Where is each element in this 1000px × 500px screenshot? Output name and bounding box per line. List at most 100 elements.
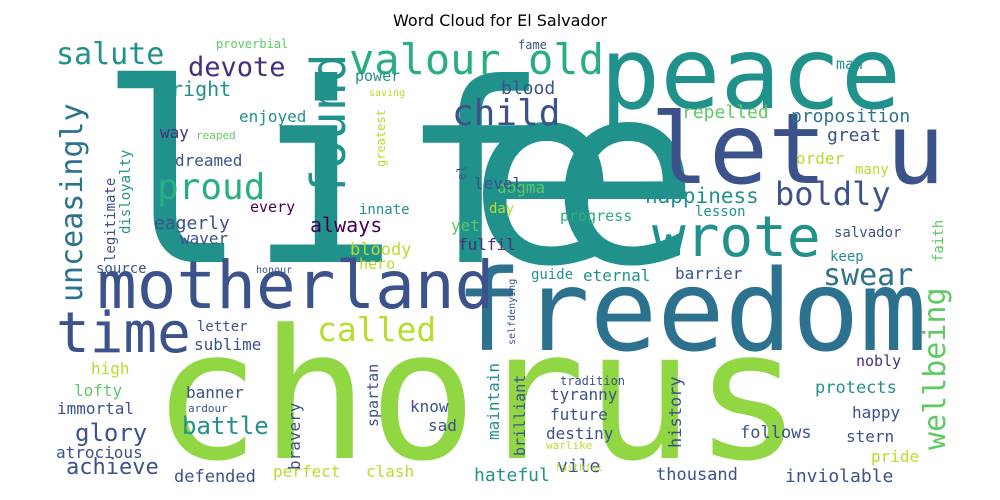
word-disloyalty: disloyalty — [118, 150, 134, 234]
word-sad: sad — [428, 416, 457, 435]
word-wrote: wrote — [652, 205, 821, 270]
word-repelled: repelled — [682, 102, 769, 123]
word-clash: clash — [366, 462, 414, 481]
word-destiny: destiny — [546, 424, 614, 443]
word-fame: fame — [518, 38, 547, 52]
word-high: high — [91, 359, 130, 378]
word-man: man — [836, 55, 863, 73]
word-barrier: barrier — [675, 264, 743, 283]
word-level: level — [474, 174, 522, 193]
word-e: e — [468, 30, 619, 321]
word-el: el — [455, 166, 469, 180]
word-progress: progress — [560, 207, 632, 225]
word-future: future — [550, 405, 608, 424]
word-achieve: achieve — [66, 455, 159, 480]
word-salute: salute — [56, 37, 164, 72]
word-chorus: chorus — [152, 292, 802, 500]
word-always: always — [310, 213, 382, 237]
word-sublime: sublime — [194, 335, 261, 354]
word-great: great — [827, 125, 881, 146]
word-saving: saving — [369, 88, 405, 99]
word-hero: hero — [359, 255, 395, 273]
word-keep: keep — [830, 249, 864, 265]
word-ardour: ardour — [188, 402, 228, 415]
word-blood: blood — [501, 78, 555, 99]
word-happy: happy — [852, 403, 901, 422]
word-warlike: warlike — [546, 439, 592, 452]
word-life: life — [98, 30, 700, 321]
word-lesson: lesson — [695, 204, 746, 220]
word-enjoyed: enjoyed — [239, 107, 306, 126]
word-devote: devote — [188, 52, 286, 83]
word-perfect: perfect — [273, 462, 340, 481]
word-greatest: greatest — [374, 109, 388, 167]
word-dogma: dogma — [497, 178, 545, 197]
word-freedom: freedom — [455, 247, 927, 377]
word-dreamed: dreamed — [175, 151, 242, 170]
word-honour: honour — [256, 265, 292, 276]
word-unceasingly: unceasingly — [55, 103, 90, 302]
chart-title: Word Cloud for El Salvador — [393, 11, 607, 30]
word-found: found — [301, 54, 357, 199]
word-old: old — [528, 35, 604, 84]
word-selfdenying: selfdenying — [507, 279, 518, 345]
word-defended: defended — [174, 467, 256, 487]
word-thousand: thousand — [656, 465, 738, 485]
word-eagerly: eagerly — [154, 213, 230, 234]
word-stern: stern — [846, 427, 894, 446]
word-waver: waver — [180, 229, 229, 248]
word-every: every — [250, 198, 295, 216]
word-motherland: motherland — [97, 247, 494, 324]
word-vile: vile — [557, 456, 600, 477]
word-salvador: salvador — [834, 225, 901, 241]
word-happiness: happiness — [645, 184, 759, 208]
word-glory: glory — [75, 419, 147, 447]
word-proposition: proposition — [791, 106, 910, 127]
word-reaped: reaped — [196, 129, 236, 142]
word-immortal: immortal — [57, 399, 134, 418]
word-letter: letter — [197, 319, 248, 335]
word-inviolable: inviolable — [785, 466, 893, 487]
word-follows: follows — [740, 423, 812, 443]
word-lofty: lofty — [74, 381, 123, 400]
word-spartan: spartan — [364, 364, 382, 427]
word-time: time — [56, 301, 191, 366]
word-history: history — [666, 376, 686, 448]
word-innate: innate — [359, 202, 410, 218]
word-order: order — [796, 149, 845, 168]
word-guide: guide — [531, 267, 573, 283]
word-nobly: nobly — [856, 352, 901, 370]
word-swear: swear — [823, 258, 913, 293]
word-know: know — [410, 397, 449, 416]
word-atrocious: atrocious — [56, 443, 143, 462]
word-brilliant: brilliant — [511, 375, 529, 456]
word-banner: banner — [186, 383, 244, 402]
word-yet: yet — [451, 216, 480, 235]
word-bloody: bloody — [350, 240, 411, 260]
word-called: called — [317, 310, 436, 349]
word-tyranny: tyranny — [550, 385, 618, 404]
word-let-u: let u — [650, 93, 945, 207]
word-protects: protects — [815, 378, 897, 398]
word-proverbial: proverbial — [216, 37, 288, 51]
word-wellbeing: wellbeing — [918, 287, 953, 450]
word-legitimate: legitimate — [103, 178, 119, 262]
word-faith: faith — [931, 220, 947, 262]
word-battle: battle — [182, 412, 269, 440]
word-pride: pride — [871, 447, 919, 466]
word-tradition: tradition — [560, 374, 625, 388]
word-child: child — [452, 93, 560, 134]
word-eternal: eternal — [583, 266, 650, 285]
word-valour: valour — [349, 35, 501, 84]
word-proud: proud — [157, 167, 265, 208]
word-fulfil: fulfil — [458, 235, 516, 254]
word-peace: peace — [600, 15, 901, 132]
word-power: power — [355, 67, 400, 85]
word-many: many — [855, 162, 889, 178]
word-day: day — [489, 201, 514, 217]
word-way: way — [160, 123, 189, 142]
word-faithful: faithful — [555, 463, 603, 474]
word-bravery: bravery — [285, 402, 304, 470]
word-boldly: boldly — [775, 175, 891, 213]
